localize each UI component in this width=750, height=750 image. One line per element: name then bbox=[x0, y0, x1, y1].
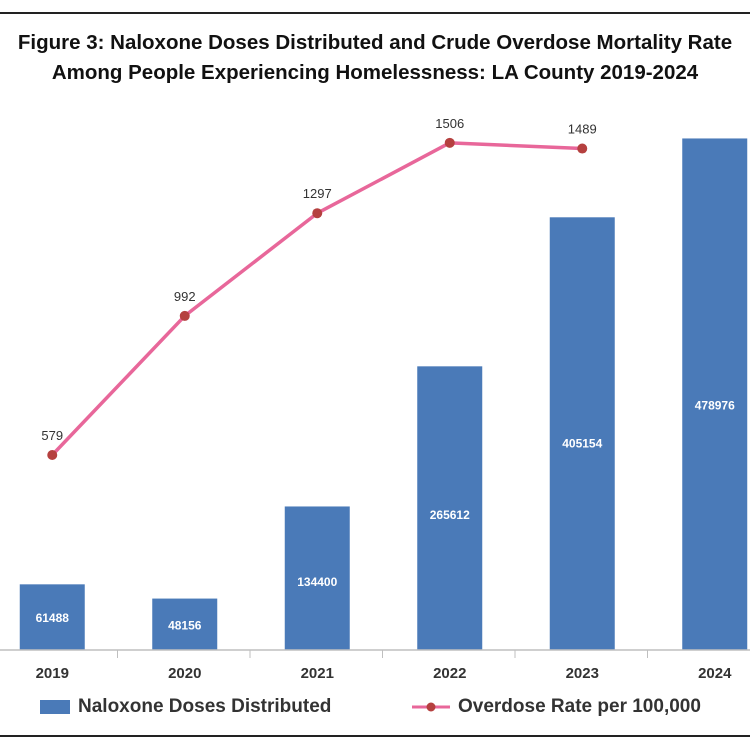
x-tick-label: 2023 bbox=[566, 665, 599, 682]
x-axis: 2019 2020 2021 2022 2023 2024 bbox=[0, 649, 750, 682]
line-point bbox=[444, 137, 455, 148]
chart-title: Figure 3: Naloxone Doses Distributed and… bbox=[0, 28, 750, 88]
bar-2022 bbox=[417, 366, 483, 650]
bar-2020 bbox=[152, 598, 218, 650]
line-point bbox=[47, 450, 58, 461]
x-tick-label: 2021 bbox=[301, 665, 334, 682]
chart-title-line-1: Figure 3: Naloxone Doses Distributed and… bbox=[17, 31, 733, 54]
x-tick-label: 2019 bbox=[36, 665, 69, 682]
chart-title-line-2: Among People Experiencing Homelessness: … bbox=[51, 61, 699, 84]
line-layer: 579 992 1297 1506 1489 bbox=[41, 116, 597, 461]
x-tick-label: 2020 bbox=[168, 665, 201, 682]
legend: Naloxone Doses Distributed Overdose Rate… bbox=[0, 690, 750, 724]
line-point bbox=[179, 310, 190, 321]
line-value-label: 579 bbox=[41, 428, 63, 443]
x-tick-label: 2024 bbox=[698, 665, 732, 682]
bar-2019 bbox=[19, 584, 85, 650]
bar-value-label: 478976 bbox=[695, 398, 735, 412]
figure-frame bbox=[0, 12, 750, 737]
x-tick-label: 2022 bbox=[433, 665, 466, 682]
bar-2021 bbox=[284, 506, 350, 650]
bar-value-label: 48156 bbox=[168, 618, 202, 632]
bars-layer: 61488 48156 134400 265612 405154 478976 bbox=[19, 138, 748, 651]
bar-value-label: 405154 bbox=[562, 436, 602, 450]
legend-item-naloxone: Naloxone Doses Distributed bbox=[40, 690, 331, 724]
line-value-label: 1506 bbox=[435, 116, 464, 131]
line-point bbox=[312, 208, 323, 219]
bar-value-label: 265612 bbox=[430, 508, 470, 522]
line-point bbox=[577, 143, 588, 154]
bar-value-label: 61488 bbox=[36, 611, 70, 625]
legend-swatch-line bbox=[412, 702, 450, 712]
legend-label-overdose: Overdose Rate per 100,000 bbox=[458, 696, 701, 717]
bar-2023 bbox=[549, 217, 615, 650]
bar-value-label: 134400 bbox=[297, 575, 337, 589]
legend-label-naloxone: Naloxone Doses Distributed bbox=[78, 696, 332, 717]
legend-item-overdose: Overdose Rate per 100,000 bbox=[412, 690, 701, 724]
bar-2024 bbox=[682, 138, 748, 651]
line-value-label: 1297 bbox=[303, 186, 332, 201]
line-value-label: 992 bbox=[174, 289, 196, 304]
line-value-label: 1489 bbox=[568, 122, 597, 137]
legend-swatch-bar bbox=[40, 700, 70, 714]
